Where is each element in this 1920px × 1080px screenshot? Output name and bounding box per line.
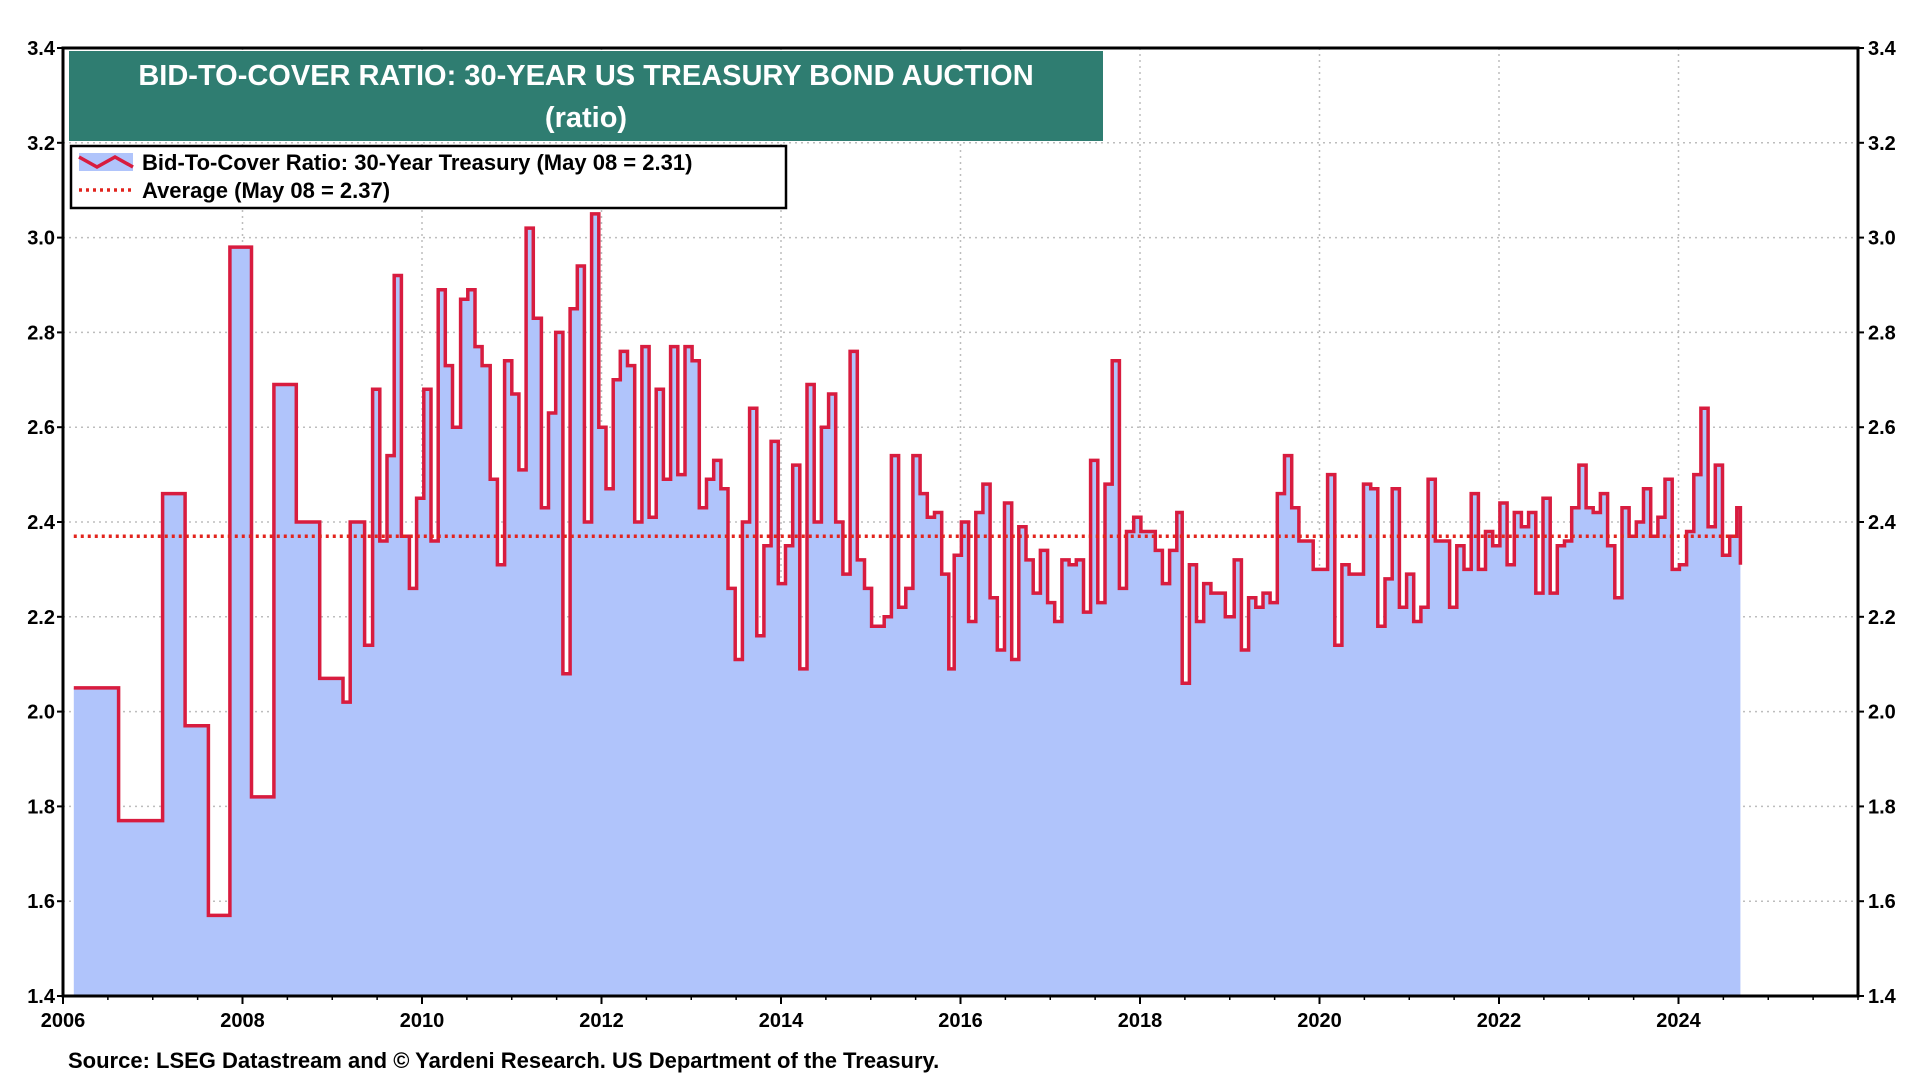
y-tick-right-label: 2.0 — [1868, 702, 1896, 724]
y-tick-right-label: 3.2 — [1868, 133, 1896, 155]
legend-label-bid-to-cover: Bid-To-Cover Ratio: 30-Year Treasury (Ma… — [142, 150, 692, 175]
series-line-bid-to-cover — [73, 212, 1743, 918]
x-tick-label: 2006 — [41, 1010, 86, 1032]
y-tick-right-label: 2.6 — [1868, 417, 1896, 439]
x-tick-label: 2014 — [759, 1010, 804, 1032]
y-tick-left-label: 1.6 — [27, 891, 55, 913]
x-tick-label: 2018 — [1118, 1010, 1163, 1032]
y-tick-right-label: 2.4 — [1868, 512, 1897, 534]
title-box — [69, 51, 1103, 141]
y-tick-left-label: 3.2 — [27, 133, 55, 155]
y-tick-right-label: 1.4 — [1868, 986, 1897, 1008]
source-note: Source: LSEG Datastream and © Yardeni Re… — [68, 1048, 939, 1073]
y-axis-right: 1.4 1.6 1.8 2.0 2.2 2.4 2.6 2.8 3.0 3.2 3.4 — [1858, 38, 1897, 1008]
y-tick-left-label: 1.4 — [27, 986, 56, 1008]
legend-line-bid-to-cover — [78, 154, 134, 170]
y-tick-left-label: 2.6 — [27, 417, 55, 439]
y-tick-left-label: 2.0 — [27, 702, 55, 724]
x-tick-label: 2016 — [938, 1010, 983, 1032]
x-tick-label: 2020 — [1297, 1010, 1342, 1032]
x-tick-label: 2022 — [1477, 1010, 1522, 1032]
x-axis: 2006 2008 2010 2012 2014 2016 2018 2020 2022 2024 — [41, 996, 1859, 1032]
y-tick-right-label: 1.8 — [1868, 796, 1896, 818]
y-tick-right-label: 3.0 — [1868, 228, 1896, 250]
y-tick-left-label: 3.4 — [27, 38, 56, 60]
y-tick-right-label: 3.4 — [1868, 38, 1897, 60]
y-tick-left-label: 2.2 — [27, 607, 55, 629]
y-tick-left-label: 3.0 — [27, 228, 55, 250]
legend-label-average: Average (May 08 = 2.37) — [142, 178, 390, 203]
y-axis-left: 1.4 1.6 1.8 2.0 2.2 2.4 2.6 2.8 3.0 3.2 3.4 — [27, 38, 63, 1008]
chart-title: BID-TO-COVER RATIO: 30-YEAR US TREASURY … — [138, 60, 1033, 92]
y-tick-left-label: 2.4 — [27, 512, 56, 534]
legend-box — [69, 144, 788, 210]
x-tick-label: 2024 — [1656, 1010, 1701, 1032]
y-tick-left-label: 2.8 — [27, 322, 55, 344]
y-tick-right-label: 2.8 — [1868, 322, 1896, 344]
y-tick-right-label: 2.2 — [1868, 607, 1896, 629]
x-tick-label: 2008 — [220, 1010, 265, 1032]
chart-subtitle: (ratio) — [545, 102, 627, 134]
y-tick-right-label: 1.6 — [1868, 891, 1896, 913]
x-tick-label: 2010 — [400, 1010, 445, 1032]
y-tick-left-label: 1.8 — [27, 796, 55, 818]
x-tick-label: 2012 — [579, 1010, 624, 1032]
